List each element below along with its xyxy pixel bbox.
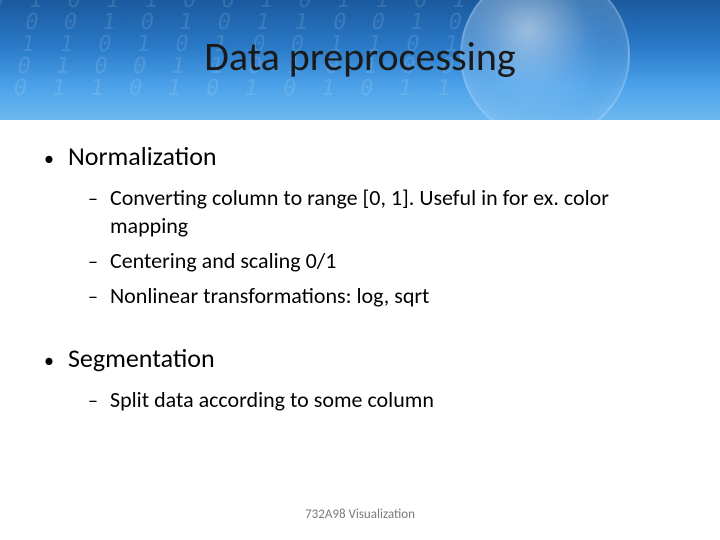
section-heading: Segmentation [68,342,215,376]
list-item: – Nonlinear transformations: log, sqrt [88,282,680,311]
item-text: Split data according to some column [110,386,434,415]
list-item: – Centering and scaling 0/1 [88,247,680,276]
dash-marker: – [88,186,98,212]
slide-footer: 732A98 Visualization [0,507,720,522]
slide: 0 1 0 1 1 0 0 1 0 1 1 0 1 1 0 0 1 0 1 0 … [0,0,720,540]
bullet-marker: • [44,348,54,374]
item-text: Nonlinear transformations: log, sqrt [110,282,429,311]
item-text: Centering and scaling 0/1 [110,247,336,276]
dash-marker: – [88,249,98,275]
bullet-normalization: • Normalization – Converting column to r… [40,140,680,310]
dash-marker: – [88,388,98,414]
bullet-segmentation: • Segmentation – Split data according to… [40,342,680,414]
list-item: – Converting column to range [0, 1]. Use… [88,184,680,241]
slide-title: Data preprocessing [0,32,720,81]
dash-marker: – [88,284,98,310]
list-item: – Split data according to some column [88,386,680,415]
bullet-marker: • [44,146,54,172]
slide-body: • Normalization – Converting column to r… [40,140,680,441]
item-text: Converting column to range [0, 1]. Usefu… [110,184,680,241]
section-heading: Normalization [68,140,217,174]
